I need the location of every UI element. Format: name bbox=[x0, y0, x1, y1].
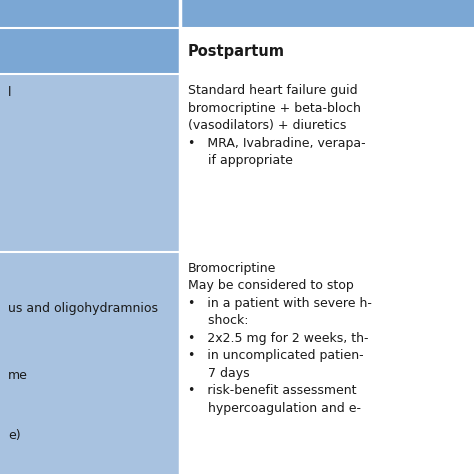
Bar bbox=[0, 74, 180, 252]
Bar bbox=[0, 0, 474, 28]
Text: •   2x2.5 mg for 2 weeks, th-: • 2x2.5 mg for 2 weeks, th- bbox=[188, 332, 368, 345]
Text: shock:: shock: bbox=[188, 315, 248, 328]
Text: hypercoagulation and e-: hypercoagulation and e- bbox=[188, 402, 361, 415]
Bar bbox=[180, 28, 474, 74]
Text: Postpartum: Postpartum bbox=[188, 44, 285, 58]
Text: Bromocriptine: Bromocriptine bbox=[188, 262, 276, 275]
Text: •   in a patient with severe h-: • in a patient with severe h- bbox=[188, 297, 372, 310]
Text: (vasodilators) + diuretics: (vasodilators) + diuretics bbox=[188, 119, 346, 132]
Bar bbox=[180, 252, 474, 474]
Text: 7 days: 7 days bbox=[188, 367, 250, 380]
Text: us and oligohydramnios: us and oligohydramnios bbox=[8, 302, 158, 315]
Text: •   MRA, Ivabradine, verapa-: • MRA, Ivabradine, verapa- bbox=[188, 137, 365, 149]
Text: l: l bbox=[8, 86, 11, 99]
Bar bbox=[180, 74, 474, 252]
Text: Standard heart failure guid: Standard heart failure guid bbox=[188, 84, 357, 97]
Text: •   risk-benefit assessment: • risk-benefit assessment bbox=[188, 384, 356, 398]
Bar bbox=[0, 252, 180, 474]
Bar bbox=[0, 28, 180, 74]
Text: bromocriptine + beta-bloch: bromocriptine + beta-bloch bbox=[188, 101, 361, 115]
Text: e): e) bbox=[8, 428, 21, 441]
Text: •   in uncomplicated patien-: • in uncomplicated patien- bbox=[188, 349, 364, 363]
Text: May be considered to stop: May be considered to stop bbox=[188, 280, 354, 292]
Text: if appropriate: if appropriate bbox=[188, 154, 293, 167]
Text: me: me bbox=[8, 369, 28, 382]
